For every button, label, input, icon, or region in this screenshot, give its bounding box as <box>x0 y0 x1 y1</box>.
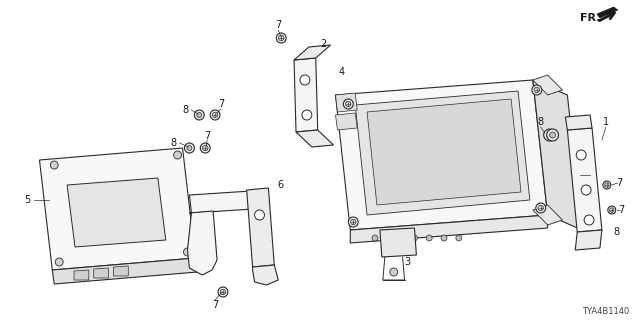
Text: 8: 8 <box>171 138 177 148</box>
Circle shape <box>278 35 284 41</box>
Circle shape <box>550 132 556 138</box>
Circle shape <box>195 110 204 120</box>
Circle shape <box>51 161 58 169</box>
Text: 7: 7 <box>218 99 224 109</box>
Circle shape <box>218 287 228 297</box>
Polygon shape <box>335 113 357 130</box>
Circle shape <box>184 248 191 256</box>
Circle shape <box>547 132 552 138</box>
Circle shape <box>344 99 353 109</box>
Polygon shape <box>568 128 602 232</box>
Circle shape <box>197 113 202 117</box>
Circle shape <box>456 235 462 241</box>
Circle shape <box>536 203 546 213</box>
Polygon shape <box>335 93 357 112</box>
Polygon shape <box>246 188 275 267</box>
Circle shape <box>173 151 182 159</box>
Circle shape <box>220 289 226 295</box>
Polygon shape <box>294 58 317 132</box>
Text: 7: 7 <box>275 20 282 30</box>
Circle shape <box>200 143 210 153</box>
Circle shape <box>576 150 586 160</box>
Polygon shape <box>253 265 278 285</box>
Circle shape <box>547 129 559 141</box>
Text: 5: 5 <box>24 195 31 205</box>
Polygon shape <box>597 7 618 18</box>
Circle shape <box>538 205 543 211</box>
Polygon shape <box>335 80 548 230</box>
Polygon shape <box>296 130 333 147</box>
Circle shape <box>609 208 614 212</box>
Circle shape <box>55 258 63 266</box>
Polygon shape <box>40 148 195 270</box>
Polygon shape <box>189 190 268 213</box>
Text: 6: 6 <box>277 180 284 190</box>
Polygon shape <box>575 230 602 250</box>
Polygon shape <box>533 205 563 225</box>
Polygon shape <box>380 228 417 257</box>
Polygon shape <box>113 266 128 276</box>
Circle shape <box>255 210 264 220</box>
Polygon shape <box>355 91 530 215</box>
Circle shape <box>441 235 447 241</box>
Text: 2: 2 <box>321 39 327 49</box>
Circle shape <box>300 75 310 85</box>
Text: 1: 1 <box>603 117 609 127</box>
Circle shape <box>212 112 218 118</box>
Text: 8: 8 <box>538 117 544 127</box>
Text: TYA4B1140: TYA4B1140 <box>582 308 629 316</box>
Text: 7: 7 <box>212 300 218 310</box>
Circle shape <box>532 85 541 95</box>
Circle shape <box>202 145 208 151</box>
Circle shape <box>184 143 195 153</box>
Circle shape <box>608 206 616 214</box>
Text: 8: 8 <box>614 227 620 237</box>
Circle shape <box>426 235 432 241</box>
Text: 4: 4 <box>339 67 344 77</box>
Polygon shape <box>67 178 166 247</box>
Circle shape <box>605 183 609 187</box>
Circle shape <box>581 185 591 195</box>
Circle shape <box>276 33 286 43</box>
Polygon shape <box>350 215 548 243</box>
Polygon shape <box>52 258 197 284</box>
Text: 7: 7 <box>204 131 211 141</box>
Circle shape <box>302 110 312 120</box>
Circle shape <box>584 215 594 225</box>
Polygon shape <box>74 270 89 280</box>
Circle shape <box>544 129 556 141</box>
Polygon shape <box>533 80 582 230</box>
Circle shape <box>210 110 220 120</box>
Text: 7: 7 <box>616 178 623 188</box>
Circle shape <box>392 235 397 241</box>
Circle shape <box>412 235 417 241</box>
Polygon shape <box>367 99 521 205</box>
Text: 8: 8 <box>182 105 189 115</box>
Circle shape <box>390 268 397 276</box>
Circle shape <box>346 101 351 107</box>
Circle shape <box>372 235 378 241</box>
Polygon shape <box>93 268 109 278</box>
Polygon shape <box>188 211 217 275</box>
Circle shape <box>534 87 540 93</box>
Polygon shape <box>294 45 330 60</box>
Circle shape <box>187 146 192 150</box>
Circle shape <box>351 219 356 225</box>
Circle shape <box>348 217 358 227</box>
Text: 3: 3 <box>404 257 411 267</box>
Text: 7: 7 <box>618 205 625 215</box>
Polygon shape <box>533 75 563 95</box>
Circle shape <box>603 181 611 189</box>
Text: FR.: FR. <box>580 13 601 23</box>
Polygon shape <box>565 115 592 130</box>
